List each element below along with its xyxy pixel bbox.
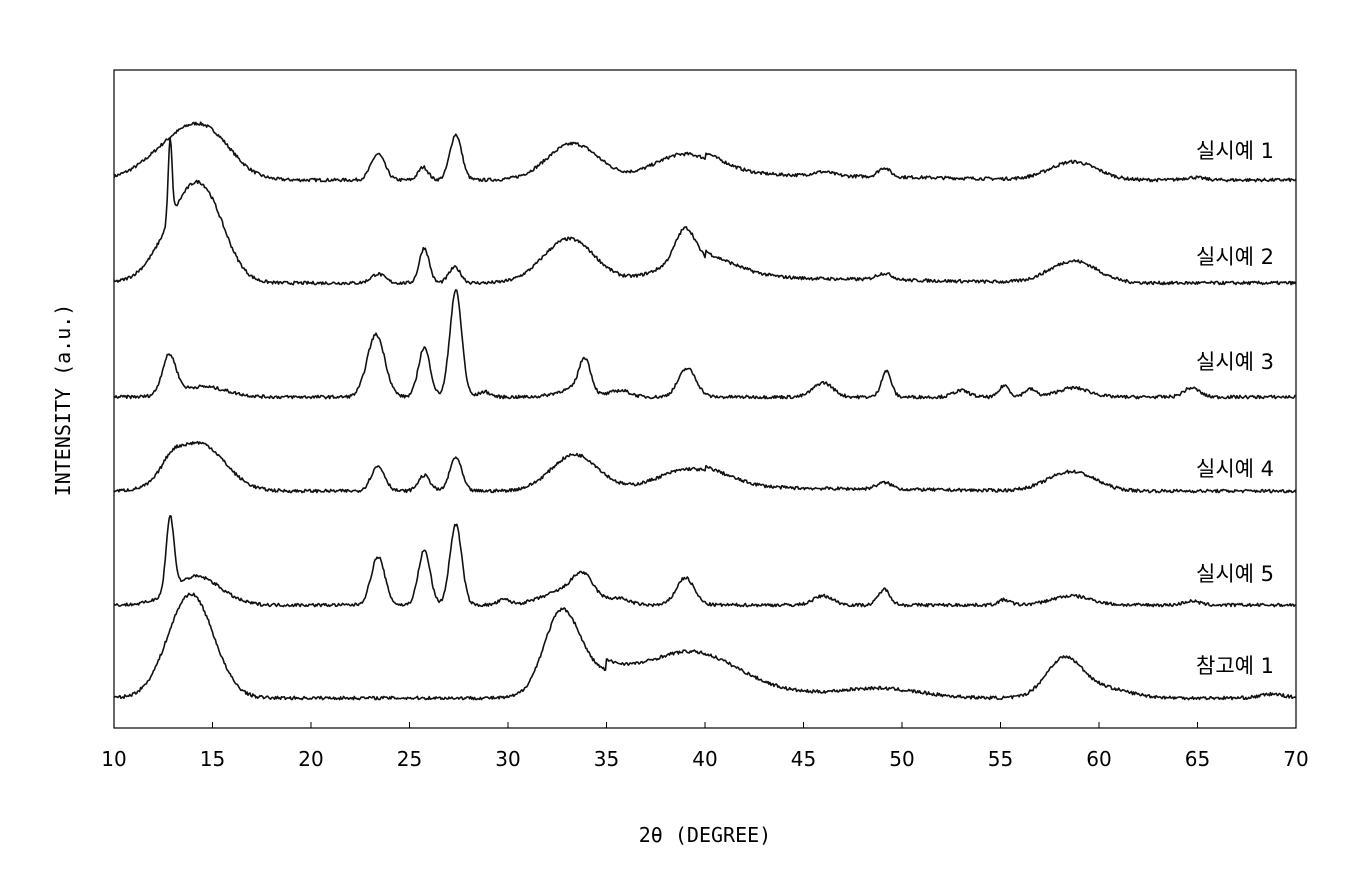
series-label-3: 실시예 3 <box>1196 350 1274 374</box>
x-tick-label: 15 <box>200 747 225 771</box>
series-label-2: 실시예 2 <box>1196 245 1274 269</box>
x-tick-label: 45 <box>791 747 816 771</box>
x-axis-ticks: 10 15 20 25 30 35 40 45 50 55 60 65 70 <box>101 722 1308 771</box>
xrd-traces <box>114 122 1296 699</box>
trace-series-5 <box>114 516 1296 607</box>
trace-series-6 <box>114 593 1296 699</box>
trace-series-4 <box>114 442 1296 493</box>
series-label-4: 실시예 4 <box>1196 457 1274 481</box>
x-tick-label: 70 <box>1283 747 1308 771</box>
x-tick-label: 50 <box>889 747 914 771</box>
trace-series-3 <box>114 290 1296 399</box>
x-tick-label: 65 <box>1185 747 1210 771</box>
x-tick-label: 30 <box>495 747 520 771</box>
series-label-1: 실시예 1 <box>1196 139 1274 163</box>
x-tick-label: 10 <box>101 747 126 771</box>
x-tick-label: 55 <box>988 747 1013 771</box>
x-tick-label: 60 <box>1086 747 1111 771</box>
y-axis-title: INTENSITY (a.u.) <box>51 304 75 497</box>
x-tick-label: 25 <box>397 747 422 771</box>
series-label-5: 실시예 5 <box>1196 562 1274 586</box>
series-labels: 실시예 1 실시예 2 실시예 3 실시예 4 실시예 5 참고예 1 <box>1196 139 1274 678</box>
trace-series-1 <box>114 122 1296 181</box>
x-tick-label: 35 <box>594 747 619 771</box>
plot-frame <box>114 70 1296 728</box>
x-tick-label: 40 <box>692 747 717 771</box>
series-label-6: 참고예 1 <box>1196 654 1274 678</box>
x-tick-label: 20 <box>298 747 323 771</box>
x-axis-title: 2θ (DEGREE) <box>639 823 771 847</box>
